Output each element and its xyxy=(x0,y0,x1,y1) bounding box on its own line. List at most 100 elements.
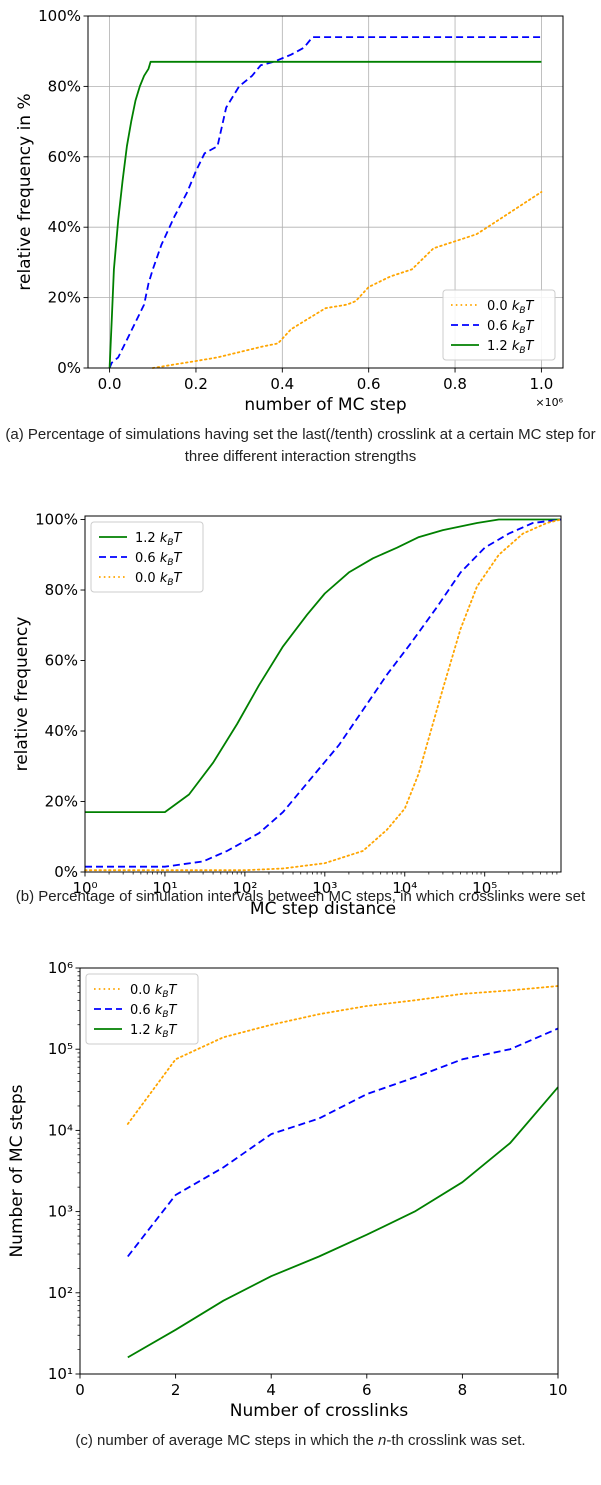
legend-value: 0.6 xyxy=(130,1003,155,1018)
tick-label-x: 10² xyxy=(232,879,257,897)
legend-symbol: T xyxy=(169,1003,178,1018)
series-line-0-0 xyxy=(84,518,562,872)
chart-1: 0.0 0.2 0.4 0.6 0.8 1.0 0% 20% 40% 60% 80% 100% numb… xyxy=(15,7,564,415)
chart-2: 10⁰ 10¹ 10² 10³ 10⁴ 10⁵ 0% 20% 40% 60% 80% 100% MC s… xyxy=(12,511,562,919)
legend-symbol: k xyxy=(512,319,520,334)
tick-label-x: 6 xyxy=(362,1381,372,1399)
tick-label-x: 2 xyxy=(171,1381,181,1399)
series-line-1-2 xyxy=(85,518,561,813)
tick-label-x: 10⁰ xyxy=(72,879,97,897)
legend-symbol: k xyxy=(160,571,168,586)
legend-subscript: B xyxy=(162,1030,168,1040)
legend-subscript: B xyxy=(162,1010,168,1020)
series-line-0-6 xyxy=(127,1027,559,1258)
series xyxy=(108,36,543,369)
tick-label-y: 0% xyxy=(57,359,81,377)
series xyxy=(84,518,562,872)
tick-label-y: 10¹ xyxy=(48,1365,73,1383)
series xyxy=(126,985,559,1359)
tick-label-x: 10¹ xyxy=(152,879,177,897)
tick-label-x: 0 xyxy=(75,1381,85,1399)
tick-label-y: 100% xyxy=(35,511,78,529)
tick-label-y: 20% xyxy=(45,793,78,811)
y-axis-label: relative frequency in % xyxy=(15,93,35,290)
legend-symbol: T xyxy=(526,319,535,334)
plot-frame xyxy=(84,515,562,873)
legend-label: 1.2 kBT xyxy=(487,339,535,356)
legend-symbol: T xyxy=(169,1023,178,1038)
legend-subscript: B xyxy=(167,558,173,568)
legend-symbol: T xyxy=(169,983,178,998)
legend-label: 0.0 kBT xyxy=(487,299,535,316)
axes: 0.0 0.2 0.4 0.6 0.8 1.0 0% 20% 40% 60% 80% 100% xyxy=(38,7,553,393)
legend-label: 0.6 kBT xyxy=(487,319,535,336)
series-line-0-0 xyxy=(126,985,559,1125)
axes: 0 2 4 6 8 10 10¹ 10² 10³ 10⁴ 10⁵ 10⁶ xyxy=(48,959,568,1399)
legend-symbol: k xyxy=(155,1023,163,1038)
legend-symbol: T xyxy=(174,531,183,546)
tick-label-y: 40% xyxy=(45,722,78,740)
tick-label-y: 0% xyxy=(54,863,78,881)
legend-label: 1.2 kBT xyxy=(135,531,183,548)
caption-c-pre: (c) number of average MC steps in which … xyxy=(75,1432,379,1449)
tick-label-x: 8 xyxy=(458,1381,468,1399)
caption-c-post: -th crosslink was set. xyxy=(386,1432,526,1449)
legend-value: 0.6 xyxy=(135,551,160,566)
plot-frame xyxy=(79,967,559,1375)
plot-frame xyxy=(87,15,564,369)
legend-symbol: k xyxy=(512,339,520,354)
legend-box xyxy=(90,521,204,593)
tick-label-y: 60% xyxy=(45,652,78,670)
axes: 10⁰ 10¹ 10² 10³ 10⁴ 10⁵ 0% 20% 40% 60% 80% 100% xyxy=(35,511,558,897)
tick-label-x: 0.4 xyxy=(270,375,294,393)
tick-label-x: 0.8 xyxy=(443,375,467,393)
legend-subscript: B xyxy=(519,346,525,356)
tick-label-y: 10⁴ xyxy=(48,1121,73,1139)
tick-label-y: 10⁵ xyxy=(48,1040,73,1058)
tick-label-y: 100% xyxy=(38,7,81,25)
legend-subscript: B xyxy=(519,306,525,316)
tick-label-x: 0.0 xyxy=(98,375,122,393)
tick-label-y: 80% xyxy=(45,581,78,599)
tick-label-x: 10³ xyxy=(312,879,337,897)
y-axis-label: Number of MC steps xyxy=(7,1084,27,1257)
legend-value: 1.2 xyxy=(487,339,512,354)
chart-3: 0 2 4 6 8 10 10¹ 10² 10³ 10⁴ 10⁵ 10⁶ Number of cross… xyxy=(7,959,568,1421)
legend-symbol: k xyxy=(160,531,168,546)
legend-value: 1.2 xyxy=(130,1023,155,1038)
legend-box xyxy=(85,973,199,1045)
legend-value: 0.0 xyxy=(135,571,160,586)
tick-label-y: 10⁶ xyxy=(48,959,73,977)
caption-a: (a) Percentage of simulations having set… xyxy=(5,426,596,465)
series-line-0-6 xyxy=(85,518,562,868)
legend-box xyxy=(442,289,556,361)
legend-label: 0.6 kBT xyxy=(130,1003,178,1020)
legend-value: 0.0 xyxy=(487,299,512,314)
series-line-0-6 xyxy=(108,36,542,369)
series-line-0-0 xyxy=(151,191,543,369)
legend-symbol: T xyxy=(174,551,183,566)
x-offset-label: ×10⁶ xyxy=(535,396,563,409)
legend-label: 0.0 kBT xyxy=(135,571,183,588)
legend-symbol: k xyxy=(155,1003,163,1018)
tick-label-x: 1.0 xyxy=(529,375,553,393)
caption-c-n: n xyxy=(378,1432,387,1449)
tick-label-y: 80% xyxy=(48,77,81,95)
legend-symbol: k xyxy=(155,983,163,998)
legend-value: 0.6 xyxy=(487,319,512,334)
tick-label-x: 0.2 xyxy=(184,375,208,393)
tick-label-x: 10⁵ xyxy=(472,879,497,897)
legend-subscript: B xyxy=(167,578,173,588)
legend-label: 0.0 kBT xyxy=(130,983,178,1000)
legend-symbol: k xyxy=(512,299,520,314)
tick-label-x: 10 xyxy=(548,1381,567,1399)
x-axis-label: MC step distance xyxy=(250,899,396,919)
tick-label-x: 10⁴ xyxy=(392,879,417,897)
tick-label-y: 10³ xyxy=(48,1203,73,1221)
legend-subscript: B xyxy=(167,538,173,548)
legend-subscript: B xyxy=(519,326,525,336)
legend-subscript: B xyxy=(162,990,168,1000)
x-axis-label: Number of crosslinks xyxy=(230,1401,409,1421)
